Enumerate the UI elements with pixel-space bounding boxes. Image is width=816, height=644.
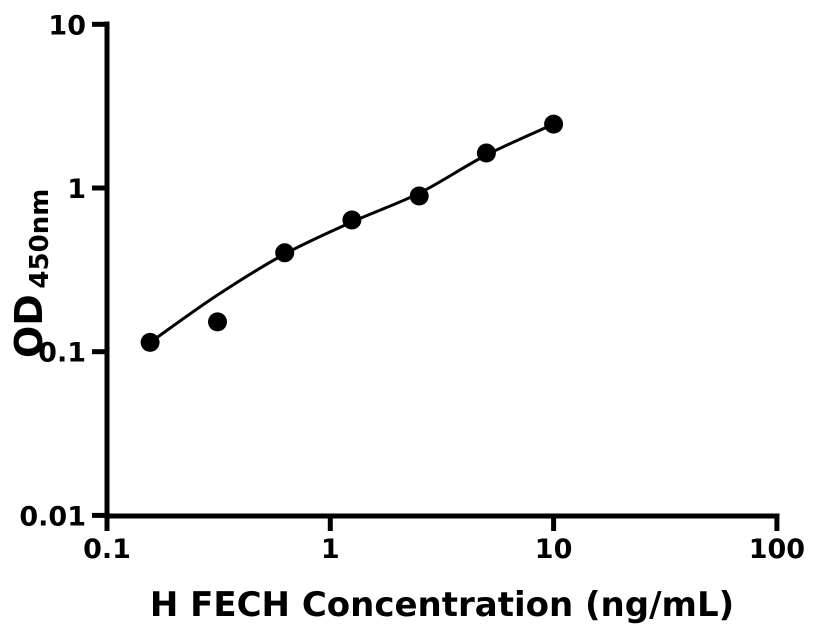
x-tick-label: 1: [321, 534, 340, 565]
y-axis-title-subscript: 450nm: [25, 189, 55, 289]
data-point: [140, 332, 160, 352]
y-axis-tick-labels: 10 1 0.1 0.01: [19, 10, 86, 532]
x-axis-title: H FECH Concentration (ng/mL): [150, 585, 734, 625]
data-points: [140, 114, 564, 352]
x-tick-label: 0.1: [83, 534, 131, 565]
data-point: [544, 114, 564, 134]
y-axis-ticks: [92, 21, 107, 518]
data-point: [476, 143, 496, 163]
data-point: [342, 210, 362, 230]
y-axis-title: OD 450nm: [7, 189, 55, 358]
x-tick-label: 10: [535, 534, 573, 565]
x-axis-ticks: [104, 516, 780, 531]
data-point: [275, 243, 295, 263]
y-tick-label: 0.01: [19, 501, 86, 532]
x-tick-label: 100: [749, 534, 805, 565]
data-point: [208, 312, 227, 332]
y-tick-label: 1: [67, 174, 86, 205]
y-tick-label: 0.1: [38, 338, 86, 369]
data-point: [409, 186, 429, 206]
y-axis-title-main: OD: [7, 294, 51, 358]
x-axis-tick-labels: 0.1 1 10 100: [83, 534, 805, 565]
y-tick-label: 10: [48, 10, 86, 41]
